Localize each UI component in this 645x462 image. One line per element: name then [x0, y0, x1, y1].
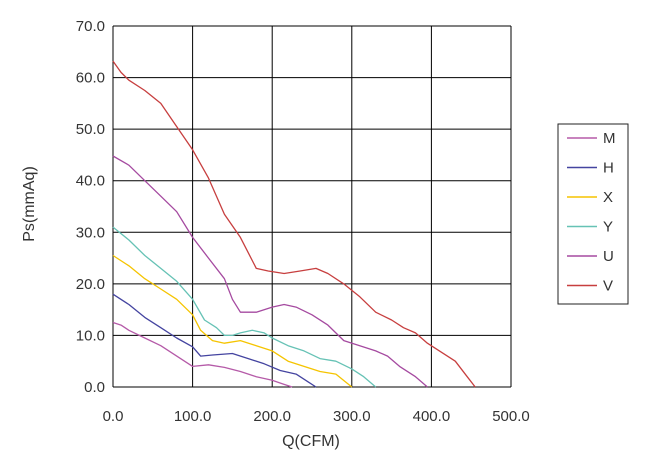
- y-tick-label: 40.0: [76, 173, 105, 190]
- series-line-x: [112, 254, 353, 388]
- legend-label-v: V: [603, 278, 613, 295]
- series-line-y: [112, 226, 377, 388]
- x-tick-label: 500.0: [492, 408, 530, 425]
- y-tick-label: 10.0: [76, 327, 105, 344]
- legend-label-y: Y: [603, 219, 613, 236]
- x-tick-label: 300.0: [333, 408, 371, 425]
- x-tick-label: 200.0: [253, 408, 291, 425]
- y-tick-label: 70.0: [76, 18, 105, 35]
- tick-labels: 0.0 10.0 20.0 30.0 40.0 50.0 60.0 70.0 0.0 100.0 2…: [76, 18, 530, 425]
- y-tick-label: 0.0: [84, 379, 105, 396]
- x-tick-label: 400.0: [413, 408, 451, 425]
- series-line-h: [112, 293, 317, 388]
- y-tick-label: 60.0: [76, 70, 105, 87]
- x-tick-label: 0.0: [103, 408, 124, 425]
- legend-label-h: H: [603, 160, 614, 177]
- legend-label-u: U: [603, 248, 614, 265]
- series-line-u: [112, 155, 428, 388]
- legend-label-x: X: [603, 189, 613, 206]
- x-tick-label: 100.0: [174, 408, 212, 425]
- series-line-v: [112, 60, 476, 388]
- y-tick-label: 30.0: [76, 224, 105, 241]
- series-lines: [112, 60, 476, 388]
- series-line-m: [112, 321, 293, 388]
- y-tick-label: 20.0: [76, 276, 105, 293]
- legend-label-m: M: [603, 130, 616, 147]
- legend-box: [557, 123, 629, 305]
- x-axis-title: Q(CFM): [282, 433, 340, 450]
- y-tick-label: 50.0: [76, 121, 105, 138]
- y-axis-title: Ps(mmAq): [21, 166, 38, 242]
